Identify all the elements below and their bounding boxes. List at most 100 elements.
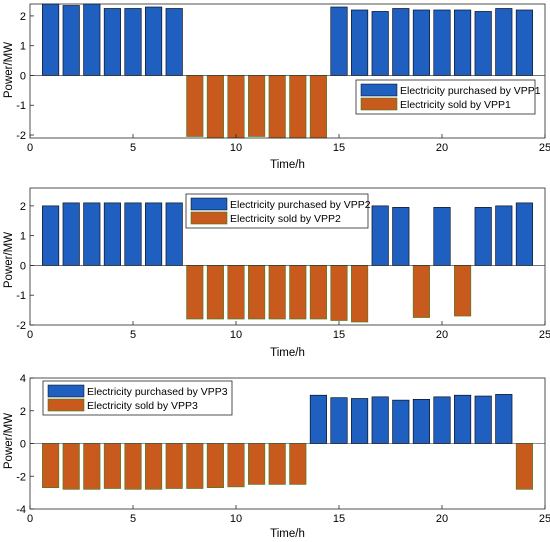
- legend-swatch-purchased-1: [360, 83, 398, 97]
- x-tick-label: 25: [539, 329, 550, 341]
- bar-sold-p3-h24: [515, 443, 533, 490]
- bar-purchased-p1-h17: [371, 11, 389, 76]
- legend-swatch-purchased-3: [47, 384, 85, 398]
- bar-purchased-p3-h22: [474, 395, 492, 444]
- x-tick-label: 20: [436, 142, 448, 154]
- y-tick-label: -1: [16, 290, 26, 302]
- axes-frame-1: [29, 3, 546, 139]
- bar-purchased-p3-h20: [433, 396, 451, 444]
- bar-purchased-p3-h23: [495, 394, 513, 444]
- legend-3: Electricity purchased by VPP3 Electricit…: [42, 380, 233, 416]
- bar-purchased-p2-h5: [124, 202, 142, 266]
- y-tick-label: 0: [20, 260, 26, 272]
- legend-swatch-sold-2: [190, 211, 228, 225]
- x-tick-label: 15: [333, 513, 345, 525]
- x-ticks-2: 0 5 10 15 20 25: [27, 321, 550, 341]
- x-axis-label-2: Time/h: [270, 347, 305, 359]
- x-tick-label: 0: [27, 329, 33, 341]
- bar-purchased-p2-h18: [392, 207, 410, 266]
- bar-purchased-p2-h22: [474, 207, 492, 266]
- bar-purchased-p3-h19: [412, 398, 430, 444]
- y-tick-label: 0: [20, 70, 26, 82]
- x-tick-label: 5: [130, 142, 136, 154]
- bar-purchased-p1-h19: [412, 9, 430, 76]
- x-tick-label: 10: [230, 513, 242, 525]
- x-tick-label: 25: [539, 142, 550, 154]
- y-tick-label: 1: [20, 231, 26, 243]
- chart-panel-2: 0 5 10 15 20 25 -2 -1 0 1 2 Time/h Power/MW Elect…: [3, 187, 550, 359]
- bar-sold-p2-h19: [412, 265, 430, 318]
- bar-sold-p1-h13: [289, 75, 307, 139]
- bar-purchased-p1-h4: [103, 8, 121, 76]
- legend-1: Electricity purchased by VPP1 Electricit…: [355, 79, 541, 115]
- bar-sold-p3-h5: [124, 443, 142, 490]
- bar-purchased-p1-h22: [474, 11, 492, 76]
- y-tick-label: 1: [20, 41, 26, 53]
- bar-purchased-p2-h3: [83, 202, 101, 266]
- y-tick-label: -1: [16, 100, 26, 112]
- bar-purchased-p1-h16: [351, 9, 369, 76]
- bar-purchased-p2-h17: [371, 205, 389, 266]
- bar-purchased-p1-h20: [433, 9, 451, 76]
- y-axis-label-2: Power/MW: [3, 232, 15, 288]
- legend-label-purchased-1: Electricity purchased by VPP1: [400, 85, 541, 97]
- bar-purchased-p2-h2: [62, 202, 80, 266]
- axes-box-1: [29, 3, 546, 139]
- legend-label-sold-1: Electricity sold by VPP1: [400, 99, 511, 111]
- bar-sold-p3-h1: [42, 443, 60, 489]
- bar-purchased-p1-h3: [83, 3, 101, 76]
- x-tick-label: 5: [130, 513, 136, 525]
- bar-purchased-p3-h18: [392, 399, 410, 444]
- x-tick-label: 10: [230, 142, 242, 154]
- bar-purchased-p1-h15: [330, 6, 348, 76]
- y-ticks-1: -2 -1 0 1 2: [16, 11, 34, 142]
- y-ticks-2: -2 -1 0 1 2: [16, 201, 34, 332]
- y-tick-label: -2: [16, 471, 26, 483]
- x-axis-label-3: Time/h: [270, 528, 305, 540]
- bar-sold-p2-h15: [330, 265, 348, 321]
- legend-label-sold-3: Electricity sold by VPP3: [87, 400, 198, 412]
- bar-sold-p2-h12: [268, 265, 286, 320]
- bar-purchased-p1-h23: [495, 8, 513, 76]
- chart-panel-3: 0 5 10 15 20 25 -4 -2 0 2 4 Time/h Power/MW Elect…: [3, 373, 550, 540]
- x-ticks-1: 0 5 10 15 20 25: [27, 134, 550, 154]
- bar-sold-p3-h12: [268, 443, 286, 485]
- x-tick-label: 15: [333, 329, 345, 341]
- legend-2: Electricity purchased by VPP2 Electricit…: [185, 193, 371, 229]
- bars-group-2: [42, 202, 533, 323]
- y-tick-label: 2: [20, 201, 26, 213]
- bar-sold-p1-h10: [227, 75, 245, 139]
- bar-purchased-p2-h23: [495, 205, 513, 266]
- y-axis-label-1: Power/MW: [3, 42, 15, 98]
- bar-purchased-p3-h14: [309, 394, 327, 444]
- bar-purchased-p2-h1: [42, 205, 60, 266]
- chart-panel-1: 0 5 10 15 20 25 -2 -1 0 1 2 Time/h Power/MW Elect…: [3, 3, 550, 171]
- x-tick-label: 20: [436, 329, 448, 341]
- legend-label-sold-2: Electricity sold by VPP2: [230, 213, 341, 225]
- bar-sold-p3-h2: [62, 443, 80, 490]
- x-tick-label: 5: [130, 329, 136, 341]
- legend-swatch-sold-1: [360, 97, 398, 111]
- bar-sold-p3-h7: [165, 443, 183, 489]
- bar-sold-p3-h10: [227, 443, 245, 488]
- y-tick-label: -4: [16, 504, 26, 516]
- bars-group-1: [42, 3, 533, 139]
- bar-sold-p1-h9: [206, 75, 224, 139]
- x-axis-label-1: Time/h: [270, 159, 305, 171]
- x-tick-label: 0: [27, 142, 33, 154]
- x-tick-label: 20: [436, 513, 448, 525]
- bar-sold-p2-h9: [206, 265, 224, 320]
- x-tick-label: 0: [27, 513, 33, 525]
- legend-swatch-purchased-2: [190, 197, 228, 211]
- bar-purchased-p1-h2: [62, 5, 80, 76]
- bar-sold-p3-h9: [206, 443, 224, 489]
- bar-purchased-p3-h21: [454, 394, 472, 444]
- bar-purchased-p2-h24: [515, 202, 533, 266]
- bar-sold-p3-h11: [248, 443, 266, 485]
- bar-sold-p2-h10: [227, 265, 245, 320]
- bar-sold-p3-h13: [289, 443, 307, 485]
- bar-purchased-p3-h16: [351, 398, 369, 444]
- bars-group-3: [42, 394, 533, 490]
- bar-purchased-p1-h1: [42, 3, 60, 76]
